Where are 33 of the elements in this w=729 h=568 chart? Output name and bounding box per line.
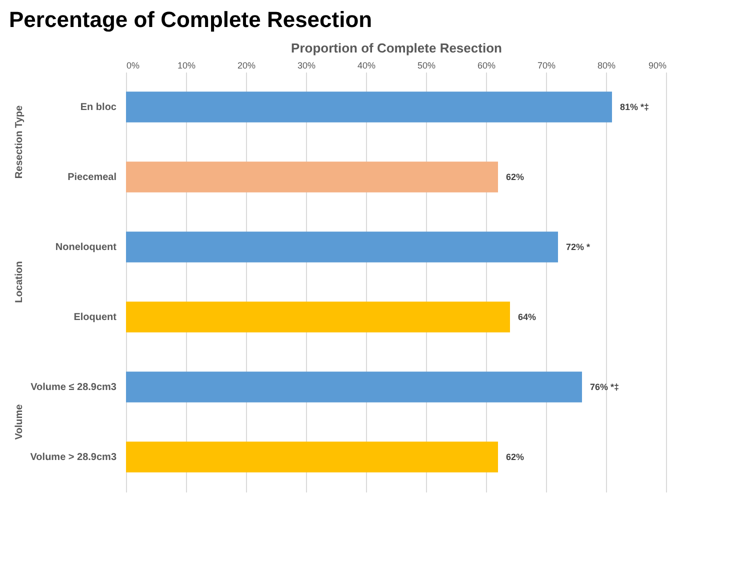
x-tick-label: 30%	[297, 60, 316, 70]
data-label: 81% *‡	[620, 102, 650, 112]
text: Resection Type	[14, 104, 25, 179]
data-label: 72% *	[566, 242, 591, 252]
x-axis-title: Proportion of Complete Resection	[291, 40, 502, 56]
y-tick-label: Volume > 28.9cm3	[30, 452, 117, 463]
data-label: 76% *‡	[590, 382, 620, 392]
data-label: 62%	[506, 172, 524, 182]
text: Location	[14, 261, 25, 303]
bar	[126, 372, 582, 402]
y-tick-label: Noneloquent	[55, 242, 118, 253]
chart-title: Percentage of Complete Resection	[9, 7, 372, 32]
y-tick-label: Eloquent	[74, 312, 118, 323]
data-label: 64%	[518, 312, 536, 322]
x-tick-label: 40%	[357, 60, 376, 70]
x-tick-label: 10%	[177, 60, 196, 70]
x-tick-label: 70%	[537, 60, 556, 70]
text: Volume	[14, 404, 25, 440]
y-tick-label: Volume ≤ 28.9cm3	[30, 382, 117, 393]
y-tick-label: En bloc	[80, 102, 117, 113]
x-tick-label: 60%	[477, 60, 496, 70]
x-tick-label: 0%	[126, 60, 140, 70]
bar	[126, 232, 558, 262]
x-tick-label: 20%	[237, 60, 256, 70]
bar	[126, 442, 498, 472]
x-tick-label: 50%	[417, 60, 436, 70]
bar	[126, 162, 498, 192]
data-label: 62%	[506, 452, 524, 462]
bar	[126, 302, 510, 332]
x-tick-label: 90%	[648, 60, 666, 70]
y-tick-label: Piecemeal	[68, 172, 117, 183]
x-tick-label: 80%	[597, 60, 616, 70]
bar	[126, 92, 612, 122]
